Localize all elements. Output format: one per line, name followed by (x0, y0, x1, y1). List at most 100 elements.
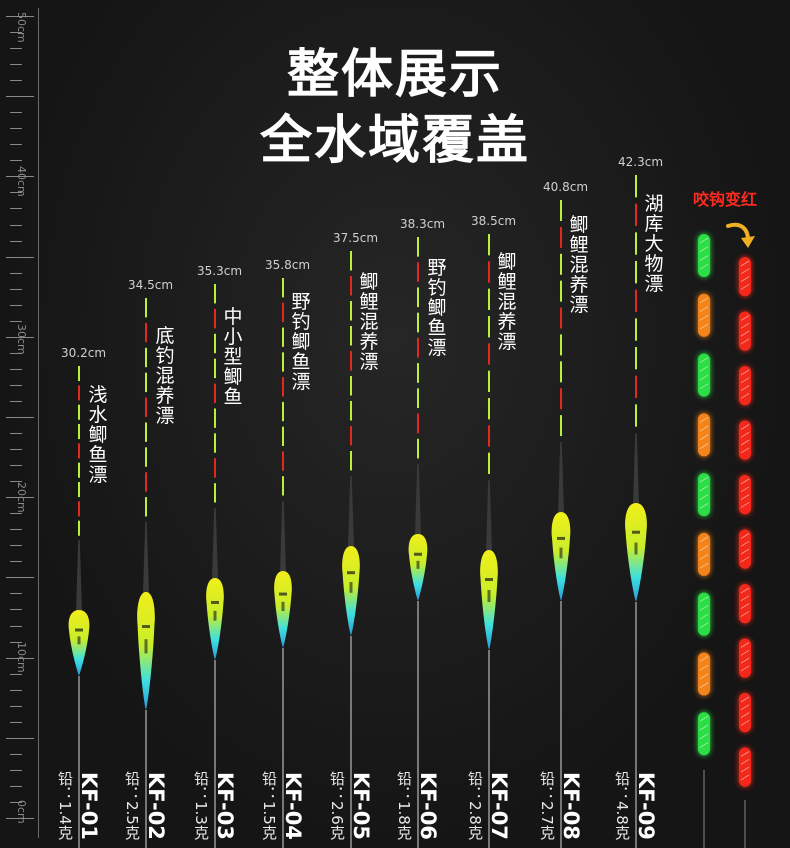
tip-segment (214, 284, 216, 304)
tip-segment (214, 483, 216, 503)
green-orange-indicator-segment (698, 234, 710, 278)
brand-mark (416, 560, 420, 569)
tip-segment (214, 333, 216, 354)
title-line-1: 整体展示 (286, 45, 503, 105)
brand-mark (279, 592, 287, 596)
tip-segment (350, 376, 352, 396)
green-orange-indicator-stripe (699, 733, 709, 740)
float-weight-label: 铅：1.5克 (260, 771, 278, 840)
brand-mark (144, 639, 148, 654)
tip-segment (78, 462, 80, 478)
green-orange-indicator-stripe (699, 724, 709, 731)
float-weight-label: 铅：1.3克 (192, 771, 210, 840)
tip-segment (145, 447, 147, 467)
red-indicator-stripe (740, 385, 750, 391)
red-indicator-stripe (740, 502, 750, 508)
red-indicator-stripe (740, 696, 750, 703)
red-indicator-stripe (740, 766, 750, 773)
tip-segment (145, 322, 147, 343)
green-orange-indicator-stripe (699, 365, 709, 372)
tip-segment (145, 298, 147, 318)
brand-mark (211, 600, 219, 604)
ruler (38, 8, 39, 838)
green-orange-indicator-stripe (699, 596, 709, 603)
green-orange-indicator-stripe (699, 434, 709, 441)
float-shoulder (415, 464, 421, 536)
ruler-tick (10, 192, 22, 194)
red-indicator-stripe (740, 494, 750, 500)
tip-segment (350, 326, 352, 346)
ruler-tick (10, 112, 22, 114)
ruler-tick (10, 465, 22, 467)
tip-segment (488, 425, 490, 447)
red-indicator-stripe (740, 548, 750, 555)
green-orange-indicator-stripe (699, 485, 709, 492)
ruler-tick (10, 240, 22, 242)
red-indicator-stripe (740, 587, 750, 594)
red-indicator-segment (739, 366, 751, 406)
ruler-tick (10, 753, 22, 755)
tip-segment (145, 397, 147, 417)
green-orange-indicator-stripe (699, 425, 709, 432)
ruler-tick (10, 785, 22, 787)
red-indicator-stripe (740, 260, 750, 267)
ruler-tick (10, 304, 22, 306)
tip-segment (350, 351, 352, 371)
tip-segment (635, 289, 637, 313)
ruler-tick (10, 689, 22, 691)
green-orange-indicator-stripe (699, 255, 709, 261)
red-indicator-stripe (740, 657, 750, 664)
float-name: 鲫鲤混养漂 (359, 271, 379, 373)
ruler-tick (10, 481, 22, 483)
ruler-tick (6, 497, 34, 499)
green-orange-indicator-stripe (699, 323, 709, 330)
ruler-tick (10, 721, 22, 723)
green-orange-indicator-stripe (699, 656, 709, 662)
green-orange-indicator-segment (698, 293, 710, 337)
tip-segment (488, 316, 490, 338)
green-orange-indicator-stripe (699, 715, 709, 722)
brand-mark (557, 536, 565, 540)
tip-segment (417, 312, 419, 333)
tip-segment (282, 327, 284, 347)
tip-segment (214, 358, 216, 379)
red-indicator-stripe (740, 720, 750, 726)
tip-segment (635, 347, 637, 370)
tip-segment (417, 287, 419, 308)
tip-segment (488, 398, 490, 420)
red-indicator-stripe (740, 322, 750, 329)
green-orange-indicator-stripe (699, 263, 709, 270)
tip-segment (145, 372, 147, 393)
tip-segment (635, 261, 637, 284)
float-shoulder (348, 476, 354, 548)
red-indicator-segment (739, 420, 751, 460)
ruler-tick (10, 529, 22, 531)
red-indicator-stripe (740, 431, 750, 438)
brand-mark (559, 547, 563, 559)
brand-mark (349, 582, 353, 593)
float-model-label: KF-01 (77, 772, 101, 840)
float-model-label: KF-06 (416, 772, 440, 840)
float-model-label: KF-07 (487, 772, 511, 840)
green-orange-indicator-stripe (699, 605, 709, 611)
ruler-tick (10, 561, 22, 563)
float-height-label: 34.5cm (128, 278, 174, 292)
green-orange-indicator-stripe (699, 673, 709, 680)
ruler-tick (10, 593, 22, 595)
red-indicator-stripe (740, 758, 750, 765)
ruler-tick (10, 272, 22, 274)
green-orange-indicator-stripe (699, 246, 709, 253)
red-indicator-stripe (740, 665, 750, 672)
float-model-label: KF-04 (281, 772, 305, 840)
ruler-tick (10, 705, 22, 707)
red-indicator-stripe (740, 649, 750, 656)
green-orange-indicator-segment (698, 353, 710, 397)
red-indicator-stripe (740, 486, 750, 493)
green-orange-indicator-segment (698, 413, 710, 457)
float-name: 野钓鲫鱼漂 (427, 257, 447, 359)
tip-segment (635, 375, 637, 399)
float-shoulder (212, 508, 218, 580)
float-height-label: 37.5cm (333, 231, 379, 245)
tip-segment (214, 408, 216, 428)
